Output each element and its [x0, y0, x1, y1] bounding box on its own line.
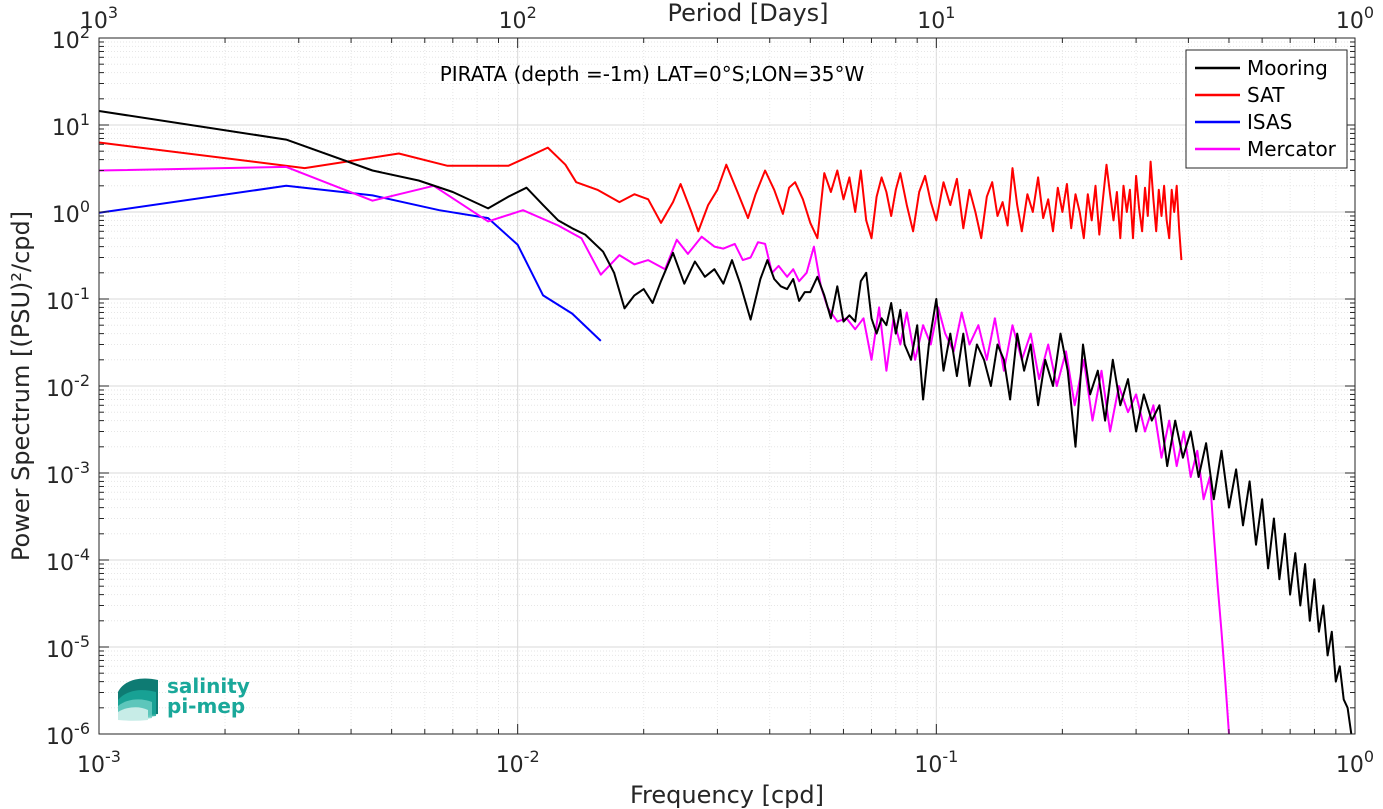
y-tick-label-exponent: -6 [74, 719, 90, 738]
x2-tick-label-exponent: 2 [527, 3, 537, 22]
y-tick-label: 10-1 [46, 284, 90, 315]
x2-tick-label-base: 10 [80, 9, 108, 34]
x-tick-label-exponent: -2 [524, 747, 540, 766]
y-tick-label-base: 10 [52, 116, 80, 141]
y-tick-label-exponent: -2 [74, 371, 90, 390]
x-tick-label-base: 10 [77, 753, 105, 778]
y-tick-label-base: 10 [46, 551, 74, 576]
x-tick-label: 10-2 [496, 747, 540, 778]
series-line-isas [98, 184, 602, 342]
x-axis-title: Frequency [cpd] [630, 781, 824, 809]
x2-axis-title: Period [Days] [667, 0, 828, 27]
y-tick-label-exponent: 2 [80, 23, 90, 42]
x-tick-label-base: 10 [1336, 753, 1364, 778]
x-tick-label: 100 [1336, 747, 1374, 778]
x2-tick-label-exponent: 1 [945, 3, 955, 22]
series-line-sat [98, 141, 1183, 261]
tick-marks [98, 37, 1356, 735]
x2-tick-label: 102 [499, 3, 537, 34]
y-tick-label: 10-3 [46, 458, 90, 489]
y-tick-label: 100 [52, 197, 90, 228]
y-tick-label-exponent: 0 [80, 197, 90, 216]
y-tick-label-base: 10 [46, 725, 74, 750]
x-tick-label: 10-3 [77, 747, 121, 778]
y-tick-label-base: 10 [46, 377, 74, 402]
x-tick-label-exponent: -1 [942, 747, 958, 766]
y-tick-label-exponent: -1 [74, 284, 90, 303]
series-line-mercator [98, 165, 1230, 735]
y-tick-label: 10-5 [46, 632, 90, 663]
x2-tick-label-exponent: 3 [108, 3, 118, 22]
logo-line2: pi-mep [167, 694, 245, 718]
x2-tick-label-exponent: 0 [1364, 3, 1374, 22]
y-tick-label: 10-4 [46, 545, 90, 576]
logo-line1: salinity [167, 674, 250, 698]
x-tick-label-exponent: -3 [105, 747, 121, 766]
y-tick-label: 101 [52, 110, 90, 141]
y-tick-label-exponent: 1 [80, 110, 90, 129]
x2-tick-label-base: 10 [499, 9, 527, 34]
y-tick-label: 10-2 [46, 371, 90, 402]
y-tick-label: 102 [52, 23, 90, 54]
x2-tick-label: 100 [1336, 3, 1374, 34]
x2-tick-label: 103 [80, 3, 118, 34]
y-tick-label: 10-6 [46, 719, 90, 750]
y-tick-label-base: 10 [52, 203, 80, 228]
y-axis-title: Power Spectrum [(PSU)²/cpd] [7, 211, 35, 561]
logo-waves-icon [118, 678, 158, 721]
y-tick-label-base: 10 [46, 290, 74, 315]
x-tick-label-base: 10 [496, 753, 524, 778]
series-line-mooring [98, 110, 1353, 735]
x-tick-label-exponent: 0 [1364, 747, 1374, 766]
y-tick-label-base: 10 [52, 29, 80, 54]
legend-label-isas: ISAS [1247, 110, 1292, 134]
legend-label-sat: SAT [1247, 83, 1285, 107]
salinity-pi-mep-logo: salinity pi-mep [118, 674, 250, 721]
legend: Mooring SAT ISAS Mercator [1185, 49, 1348, 169]
chart-title: PIRATA (depth =-1m) LAT=0°S;LON=35°W [440, 62, 865, 86]
series-layer [98, 110, 1353, 735]
x2-tick-labels: 103 102 101 100 [80, 3, 1374, 34]
x2-tick-label: 101 [917, 3, 955, 34]
legend-label-mercator: Mercator [1247, 137, 1337, 161]
y-tick-label-exponent: -4 [74, 545, 90, 564]
legend-label-mooring: Mooring [1247, 56, 1328, 80]
y-tick-label-base: 10 [46, 638, 74, 663]
y-tick-label-exponent: -5 [74, 632, 90, 651]
x-tick-label: 10-1 [914, 747, 958, 778]
x-tick-labels: 10-3 10-2 10-1 100 [77, 747, 1374, 778]
y-tick-label-base: 10 [46, 464, 74, 489]
y-tick-label-exponent: -3 [74, 458, 90, 477]
x2-tick-label-base: 10 [917, 9, 945, 34]
x-tick-label-base: 10 [914, 753, 942, 778]
x2-tick-label-base: 10 [1336, 9, 1364, 34]
